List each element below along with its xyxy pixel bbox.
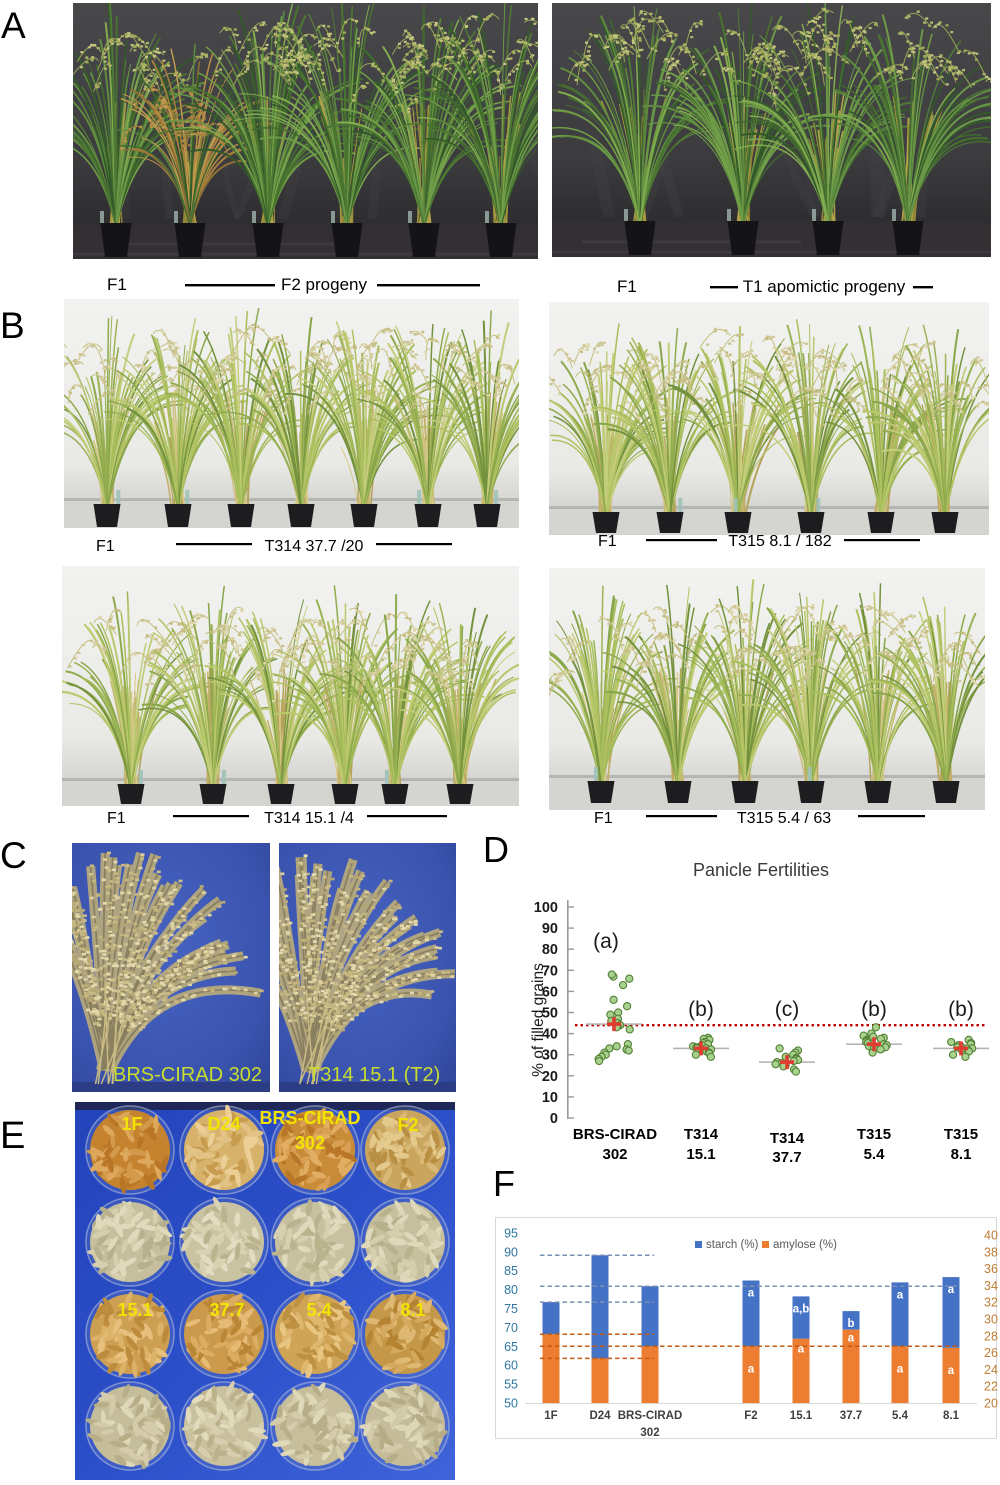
svg-text:T315 8.1 / 182: T315 8.1 / 182 [728, 533, 831, 550]
svg-text:70: 70 [542, 963, 558, 979]
svg-text:60: 60 [504, 1359, 518, 1373]
svg-text:24: 24 [984, 1363, 998, 1377]
svg-text:b: b [847, 1318, 854, 1330]
svg-text:37.7: 37.7 [840, 1410, 862, 1422]
svg-text:a: a [948, 1284, 955, 1296]
svg-text:a: a [798, 1344, 805, 1356]
svg-text:a: a [748, 1288, 755, 1300]
svg-text:starch (%): starch (%) [706, 1239, 759, 1251]
svg-text:37.7: 37.7 [772, 1149, 801, 1166]
svg-text:B: B [0, 305, 25, 346]
svg-text:T315 5.4 / 63: T315 5.4 / 63 [737, 810, 831, 827]
svg-text:(a): (a) [593, 930, 619, 953]
svg-text:a: a [897, 1289, 904, 1301]
svg-text:8.1: 8.1 [400, 1300, 425, 1320]
svg-text:40: 40 [984, 1229, 998, 1243]
svg-text:D24: D24 [589, 1410, 611, 1422]
svg-text:F: F [493, 1163, 515, 1204]
svg-text:50: 50 [504, 1397, 518, 1411]
svg-text:5.4: 5.4 [892, 1410, 909, 1422]
svg-text:36: 36 [984, 1262, 998, 1276]
svg-text:75: 75 [504, 1302, 518, 1316]
svg-text:8.1: 8.1 [951, 1146, 972, 1163]
svg-text:% of filled grains: % of filled grains [530, 963, 547, 1077]
svg-text:15.1: 15.1 [117, 1300, 152, 1320]
svg-text:T1 apomictic progeny: T1 apomictic progeny [743, 277, 906, 296]
svg-text:15.1: 15.1 [686, 1146, 715, 1163]
svg-text:50: 50 [542, 1006, 558, 1022]
svg-text:302: 302 [295, 1133, 325, 1153]
svg-text:22: 22 [984, 1380, 998, 1394]
svg-text:T315: T315 [944, 1126, 978, 1143]
svg-text:(c): (c) [775, 998, 800, 1021]
svg-text:28: 28 [984, 1329, 998, 1343]
svg-text:30: 30 [984, 1313, 998, 1327]
svg-text:80: 80 [542, 942, 558, 958]
svg-text:amylose (%): amylose (%) [773, 1239, 837, 1251]
svg-text:55: 55 [504, 1378, 518, 1392]
svg-text:T314 15.1 /4: T314 15.1 /4 [264, 810, 354, 827]
svg-text:302: 302 [640, 1427, 659, 1439]
svg-text:Panicle Fertilities: Panicle Fertilities [693, 860, 829, 880]
svg-text:T314: T314 [770, 1130, 805, 1147]
svg-text:T314 37.7 /20: T314 37.7 /20 [265, 538, 364, 555]
svg-text:F1: F1 [107, 810, 126, 827]
svg-text:F1: F1 [107, 275, 127, 294]
svg-text:38: 38 [984, 1245, 998, 1259]
svg-text:(b): (b) [688, 998, 714, 1021]
svg-text:0: 0 [550, 1111, 558, 1127]
svg-text:D: D [483, 829, 509, 870]
svg-text:BRS-CIRAD: BRS-CIRAD [573, 1126, 657, 1143]
svg-text:A: A [1, 5, 26, 46]
svg-text:F1: F1 [96, 538, 115, 555]
svg-text:BRS-CIRAD 302: BRS-CIRAD 302 [113, 1064, 262, 1086]
svg-text:T314 15.1 (T2): T314 15.1 (T2) [308, 1064, 440, 1086]
svg-text:302: 302 [602, 1146, 627, 1163]
svg-text:80: 80 [504, 1283, 518, 1297]
svg-text:T314: T314 [684, 1126, 719, 1143]
svg-text:90: 90 [542, 921, 558, 937]
svg-text:5.4: 5.4 [864, 1146, 886, 1163]
svg-text:30: 30 [542, 1048, 558, 1064]
svg-text:15.1: 15.1 [790, 1410, 813, 1422]
svg-text:34: 34 [984, 1279, 998, 1293]
svg-text:a: a [848, 1333, 855, 1345]
svg-text:F1: F1 [598, 533, 617, 550]
svg-text:F2: F2 [744, 1410, 757, 1422]
svg-text:70: 70 [504, 1321, 518, 1335]
svg-text:F2: F2 [397, 1115, 418, 1135]
svg-text:D24: D24 [207, 1114, 240, 1134]
svg-text:65: 65 [504, 1340, 518, 1354]
svg-text:BRS-CIRAD: BRS-CIRAD [260, 1108, 361, 1128]
svg-text:40: 40 [542, 1027, 558, 1043]
svg-text:(b): (b) [861, 998, 887, 1021]
svg-text:95: 95 [504, 1226, 518, 1240]
svg-text:T315: T315 [857, 1126, 891, 1143]
svg-text:a: a [748, 1363, 755, 1375]
svg-text:1F: 1F [544, 1410, 557, 1422]
svg-text:90: 90 [504, 1245, 518, 1259]
svg-text:37.7: 37.7 [209, 1300, 244, 1320]
svg-text:32: 32 [984, 1296, 998, 1310]
svg-text:(b): (b) [948, 998, 974, 1021]
svg-text:C: C [0, 835, 27, 876]
svg-text:E: E [0, 1115, 25, 1157]
svg-text:a: a [948, 1365, 955, 1377]
svg-text:F1: F1 [594, 810, 613, 827]
svg-text:20: 20 [984, 1397, 998, 1411]
svg-text:10: 10 [542, 1090, 558, 1106]
svg-text:F2 progeny: F2 progeny [281, 275, 367, 294]
svg-text:85: 85 [504, 1264, 518, 1278]
svg-text:F1: F1 [617, 277, 637, 296]
svg-text:20: 20 [542, 1069, 558, 1085]
svg-text:BRS-CIRAD: BRS-CIRAD [618, 1410, 683, 1422]
svg-text:60: 60 [542, 984, 558, 1000]
svg-text:a,b: a,b [793, 1303, 810, 1315]
svg-text:5.4: 5.4 [306, 1300, 331, 1320]
svg-text:a: a [897, 1363, 904, 1375]
svg-text:100: 100 [534, 900, 558, 916]
svg-text:8.1: 8.1 [943, 1410, 960, 1422]
svg-text:26: 26 [984, 1346, 998, 1360]
svg-text:1F: 1F [121, 1114, 142, 1134]
